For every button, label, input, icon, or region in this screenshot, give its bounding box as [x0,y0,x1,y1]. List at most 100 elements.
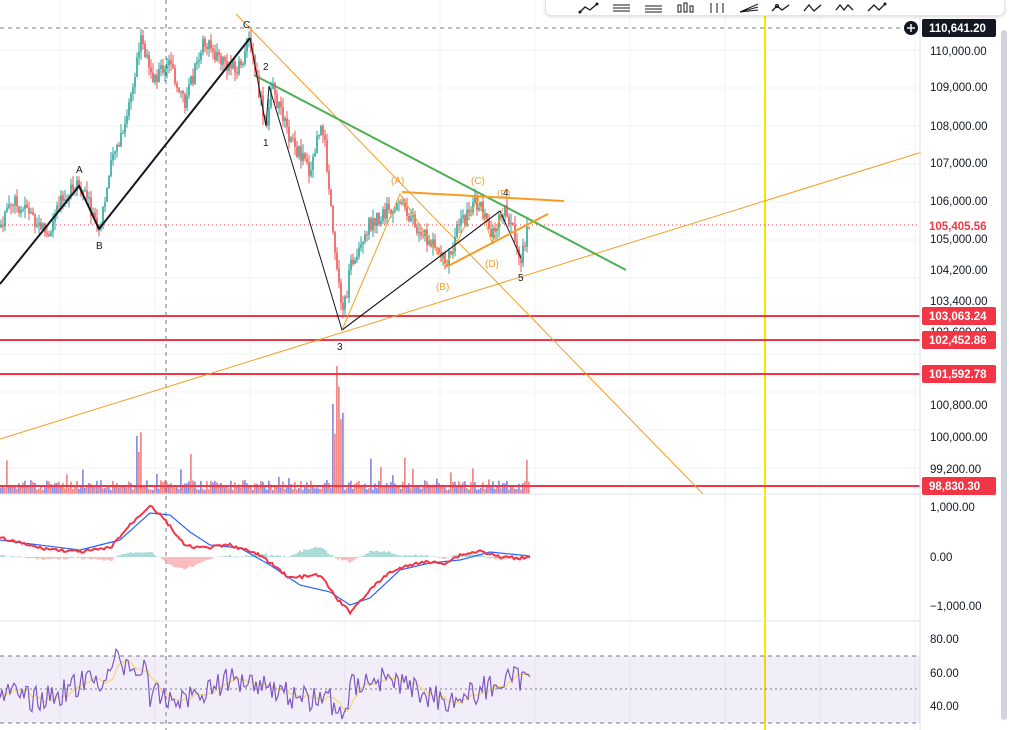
candle-body [208,40,210,50]
volume-bar [330,488,332,494]
price-tick: 108,000.00 [930,121,988,133]
volume-bar [40,486,42,494]
volume-bar [368,488,370,494]
macd-histogram-bar [191,557,193,567]
volume-bar [260,481,262,494]
volume-bar [506,480,508,494]
candle-body [90,197,92,216]
bars-pattern-icon[interactable] [672,2,698,14]
volume-bar [418,484,420,494]
wave-3-icon[interactable] [864,2,890,14]
volume-bar [502,483,504,494]
macd-histogram-bar [117,555,119,557]
candle-body [224,57,226,62]
volume-bar [316,487,318,494]
candle-body [306,158,308,163]
candle-body [204,38,206,47]
volume-bar [342,412,344,494]
wave-label-orange-a: (A) [391,176,404,187]
macd-histogram-bar [75,557,77,558]
candle-body [16,196,18,207]
volume-bar [314,488,316,494]
macd-histogram-bar [269,555,271,557]
volume-bar [222,484,224,494]
macd-histogram-bar [297,552,299,557]
volume-bar [440,485,442,494]
volume-bar [34,483,36,494]
volume-bar [512,486,514,494]
macd-histogram-bar [39,557,41,559]
volume-bar [234,482,236,494]
price-tick: 103,400.00 [930,296,988,308]
volume-bar [186,483,188,494]
candle-body [386,203,388,219]
volume-bar [236,485,238,494]
candle-body [494,228,496,232]
volume-bar [496,486,498,494]
path-tool-icon[interactable] [576,2,602,14]
volume-bar [462,482,464,494]
volume-bar [296,489,298,494]
volume-bar [484,489,486,494]
macd-histogram-bar [381,551,383,557]
volume-bar [438,483,440,494]
curve-icon[interactable] [768,2,794,14]
volume-bar [528,481,530,494]
volume-bar [48,481,50,494]
candle-body [466,209,468,226]
macd-histogram-bar [495,557,497,560]
macd-histogram-bar [229,554,231,557]
volume-bar [486,484,488,494]
candle-body [4,211,6,227]
candle-body [456,224,458,237]
volume-bar [24,480,26,494]
candle-body [468,209,470,213]
candle-body [320,125,322,135]
volume-bar [354,483,356,494]
macd-histogram-bar [37,557,39,560]
candle-body [488,219,490,230]
lines-icon[interactable] [640,2,666,14]
candle-body [188,84,190,96]
volume-bar [130,483,132,494]
candle-body [2,224,4,227]
volume-bar [194,481,196,494]
macd-histogram-bar [453,554,455,557]
macd-histogram-bar [359,556,361,557]
macd-histogram-bar [445,557,447,559]
volume-bar [18,483,20,494]
horizontal-lines-icon[interactable] [608,2,634,14]
macd-histogram-bar [43,557,45,561]
current-price-bg [922,217,996,234]
wave-alt-icon[interactable] [832,2,858,14]
scrollbar[interactable] [1001,30,1007,720]
drawing-toolbar[interactable] [545,0,1005,16]
macd-histogram-bar [163,557,165,561]
pitchfan-icon[interactable] [736,2,762,14]
volume-bar [30,480,32,494]
candle-body [214,51,216,61]
candle-body [286,118,288,128]
candle-body [506,205,508,217]
price-axis[interactable]: 110,000.00 109,000.00 108,000.00 107,000… [904,0,1009,730]
macd-histogram-bar [321,547,323,557]
macd-histogram-bar [421,554,423,557]
candles-pattern-icon[interactable] [704,2,730,14]
candle-body [396,203,398,211]
wave-icon[interactable] [800,2,826,14]
candle-body [86,190,88,199]
volume-bar [90,483,92,494]
macd-histogram-bar [199,557,201,564]
volume-bar [126,487,128,494]
candle-body [452,251,454,255]
candle-body [524,245,526,247]
wave-label-c: C [243,20,250,31]
macd-histogram-bar [71,557,73,559]
macd-histogram-bar [337,557,339,560]
candle-body [150,67,152,73]
volume-bar [70,481,72,494]
level-tag-4 [922,477,996,495]
macd-histogram-bar [139,552,141,557]
candle-body [382,209,384,221]
